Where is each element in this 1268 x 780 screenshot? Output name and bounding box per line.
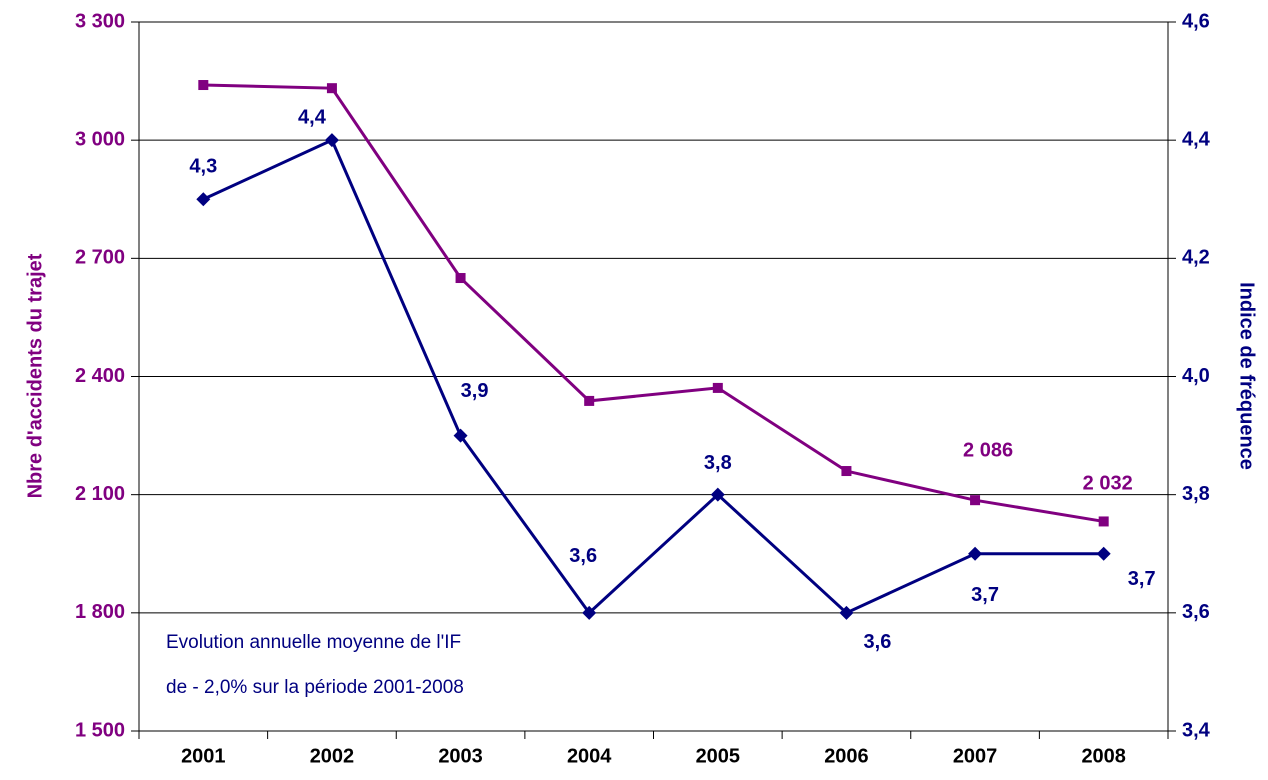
x-tick-label: 2003 bbox=[438, 745, 483, 767]
x-tick-label: 2002 bbox=[310, 745, 355, 767]
annotation: de - 2,0% sur la période 2001-2008 bbox=[166, 677, 464, 698]
annotation: Evolution annuelle moyenne de l'IF bbox=[166, 632, 461, 653]
data-label: 2 032 bbox=[1083, 473, 1133, 495]
y-tick-label: 3 300 bbox=[75, 10, 125, 32]
marker bbox=[326, 83, 337, 94]
data-label: 4,4 bbox=[298, 106, 327, 128]
data-label: 3,8 bbox=[704, 452, 732, 474]
y-tick-label: 3 000 bbox=[75, 128, 125, 150]
x-tick-label: 2006 bbox=[824, 745, 869, 767]
x-tick-label: 2005 bbox=[696, 745, 741, 767]
y2-tick-label: 4,0 bbox=[1182, 365, 1210, 387]
x-tick-label: 2001 bbox=[181, 745, 226, 767]
marker bbox=[324, 133, 339, 148]
data-label: 3,7 bbox=[971, 584, 999, 606]
marker bbox=[970, 495, 981, 506]
marker bbox=[582, 605, 597, 620]
y2-tick-label: 4,4 bbox=[1182, 128, 1211, 150]
y-tick-label: 2 700 bbox=[75, 247, 125, 269]
y-tick-label: 2 100 bbox=[75, 483, 125, 505]
marker bbox=[841, 466, 852, 477]
data-label: 3,6 bbox=[569, 545, 597, 567]
marker bbox=[839, 605, 854, 620]
y2-tick-label: 3,6 bbox=[1182, 601, 1210, 623]
x-tick-label: 2007 bbox=[953, 745, 998, 767]
y-tick-label: 1 500 bbox=[75, 719, 125, 741]
marker bbox=[196, 192, 211, 207]
y2-axis-label: Indice de fréquence bbox=[1236, 282, 1258, 470]
y2-tick-label: 3,8 bbox=[1182, 483, 1210, 505]
y2-tick-label: 4,6 bbox=[1182, 10, 1210, 32]
line bbox=[203, 83, 1104, 523]
data-label: 3,7 bbox=[1128, 568, 1156, 590]
marker bbox=[455, 273, 466, 284]
marker bbox=[712, 382, 723, 393]
marker bbox=[584, 395, 595, 406]
marker bbox=[1096, 546, 1111, 561]
y-axis-label: Nbre d'accidents du trajet bbox=[24, 253, 46, 498]
marker bbox=[1098, 516, 1109, 527]
x-tick-label: 2004 bbox=[567, 745, 612, 767]
y-tick-label: 2 400 bbox=[75, 365, 125, 387]
marker bbox=[198, 80, 209, 91]
marker bbox=[968, 546, 983, 561]
x-tick-label: 2008 bbox=[1081, 745, 1126, 767]
marker bbox=[453, 428, 468, 443]
y2-tick-label: 3,4 bbox=[1182, 719, 1211, 741]
y-tick-label: 1 800 bbox=[75, 601, 125, 623]
y2-tick-label: 4,2 bbox=[1182, 247, 1210, 269]
data-label: 3,6 bbox=[864, 631, 892, 653]
line bbox=[202, 138, 1104, 616]
data-label: 3,9 bbox=[461, 380, 489, 402]
marker bbox=[710, 487, 725, 502]
data-label: 4,3 bbox=[189, 156, 217, 178]
data-label: 2 086 bbox=[963, 439, 1013, 461]
